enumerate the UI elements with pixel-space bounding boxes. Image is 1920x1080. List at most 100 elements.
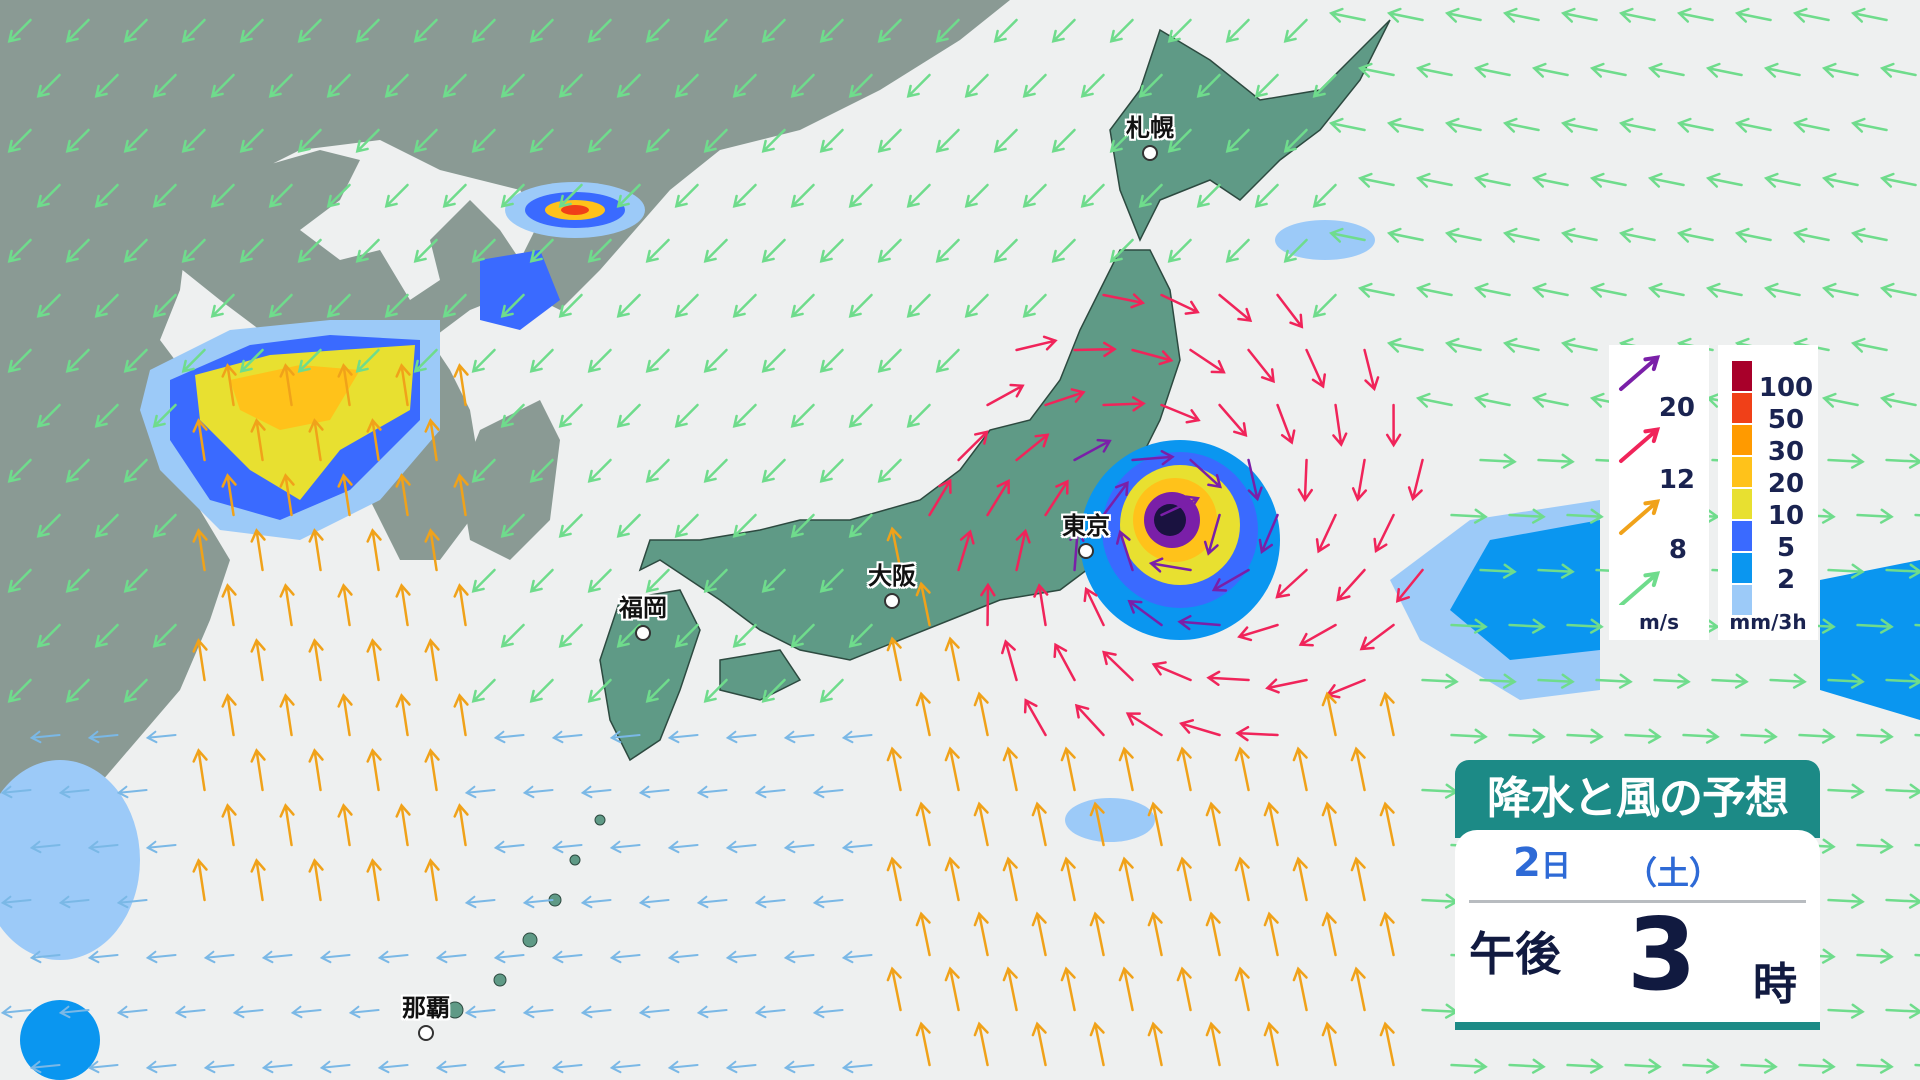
- city-marker: [1142, 145, 1158, 161]
- wind-arrow: [1479, 563, 1517, 579]
- wind-arrow: [500, 293, 525, 318]
- wind-arrow: [1560, 7, 1598, 23]
- wind-arrow: [424, 528, 440, 572]
- wind-arrow: [1298, 623, 1337, 647]
- wind-arrow: [667, 730, 699, 744]
- wind-arrow: [384, 183, 409, 208]
- wind-arrow: [1502, 7, 1540, 23]
- wind-arrow: [65, 568, 90, 593]
- forecast-weekday: （土）: [1625, 854, 1722, 892]
- wind-arrow: [877, 18, 902, 43]
- wind-arrow: [366, 858, 382, 902]
- wind-arrow: [1148, 557, 1192, 573]
- wind-arrow: [1292, 966, 1308, 1012]
- wind-arrow: [1502, 227, 1540, 243]
- wind-arrow: [1560, 117, 1598, 133]
- wind-arrow: [732, 293, 757, 318]
- wind-arrow: [1118, 856, 1134, 902]
- wind-arrow: [1115, 529, 1134, 572]
- wind-arrow: [1856, 838, 1894, 854]
- wind-arrow: [609, 730, 641, 744]
- wind-arrow: [7, 348, 32, 373]
- wind-arrow: [1792, 7, 1830, 23]
- wind-arrow: [29, 1060, 61, 1074]
- wind-arrow: [192, 748, 208, 792]
- wind-arrow: [848, 293, 873, 318]
- wind-arrow: [406, 1005, 438, 1019]
- wind-arrow: [337, 363, 353, 407]
- wind-arrow: [1624, 1058, 1662, 1074]
- wind-arrow: [7, 458, 32, 483]
- rain-level-label: 20: [1767, 469, 1805, 499]
- wind-arrow: [819, 128, 844, 153]
- wind-arrow: [725, 1060, 757, 1074]
- wind-arrow: [1109, 128, 1134, 153]
- wind-arrow: [973, 801, 989, 847]
- wind-arrow: [1336, 568, 1366, 602]
- wind-arrow: [1879, 392, 1917, 408]
- wind-arrow: [790, 513, 815, 538]
- wind-arrow: [152, 293, 177, 318]
- city-label: 大阪: [868, 562, 916, 590]
- wind-arrow: [239, 348, 264, 373]
- wind-arrow: [667, 950, 699, 964]
- wind-arrow: [268, 73, 293, 98]
- wind-arrow: [181, 128, 206, 153]
- wind-arrow: [790, 73, 815, 98]
- wind-arrow: [964, 293, 989, 318]
- wind-arrow: [587, 128, 612, 153]
- wind-arrow: [471, 18, 496, 43]
- wind-arrow: [1885, 453, 1920, 469]
- wind-arrow: [1618, 7, 1656, 23]
- wind-arrow: [848, 513, 873, 538]
- wind-arrow: [123, 348, 148, 373]
- wind-arrow: [500, 183, 525, 208]
- wind-arrow: [1297, 458, 1313, 503]
- wind-arrow: [355, 128, 380, 153]
- wind-arrow: [848, 183, 873, 208]
- wind-arrow: [36, 183, 61, 208]
- wind-arrow: [529, 128, 554, 153]
- wind-arrow: [1560, 227, 1598, 243]
- wind-arrow: [500, 513, 525, 538]
- wind-arrow: [551, 950, 583, 964]
- wind-arrow: [337, 583, 353, 627]
- rain-level-label: 10: [1767, 501, 1805, 531]
- wind-arrow: [761, 128, 786, 153]
- forecast-title-panel: 降水と風の予想 2日 （土） 午後 3 時: [1455, 760, 1820, 1030]
- wind-arrow: [1051, 238, 1076, 263]
- wind-arrow: [1351, 458, 1368, 502]
- wind-arrow: [464, 1005, 496, 1019]
- wind-arrow: [609, 840, 641, 854]
- wind-arrow: [152, 403, 177, 428]
- wind-arrow: [1914, 733, 1920, 737]
- wind-arrow: [1357, 62, 1395, 78]
- forecast-ampm: 午後: [1469, 927, 1561, 981]
- wind-arrow: [1178, 719, 1221, 737]
- wind-arrow: [1879, 172, 1917, 188]
- wind-arrow: [1022, 183, 1047, 208]
- wind-arrow: [94, 513, 119, 538]
- wind-arrow: [732, 623, 757, 648]
- wind-arrow: [395, 473, 411, 517]
- wind-arrow: [279, 473, 295, 517]
- wind-arrow: [395, 363, 411, 407]
- wind-arrow: [790, 623, 815, 648]
- wind-arrow: [1885, 1003, 1920, 1019]
- wind-arrow: [123, 458, 148, 483]
- wind-arrow: [326, 293, 351, 318]
- wind-arrow: [1885, 563, 1920, 579]
- wind-arrow: [355, 18, 380, 43]
- wind-arrow: [1850, 117, 1888, 133]
- wind-arrow: [0, 785, 32, 799]
- wind-arrow: [1131, 449, 1175, 466]
- wind-arrow: [1415, 282, 1453, 298]
- wind-arrow: [36, 403, 61, 428]
- wind-arrow: [442, 73, 467, 98]
- wind-arrow: [1914, 513, 1920, 517]
- wind-arrow: [500, 403, 525, 428]
- wind-arrow: [1386, 7, 1424, 23]
- wind-arrow: [65, 458, 90, 483]
- wind-arrow: [1711, 673, 1749, 689]
- wind-arrow: [355, 238, 380, 263]
